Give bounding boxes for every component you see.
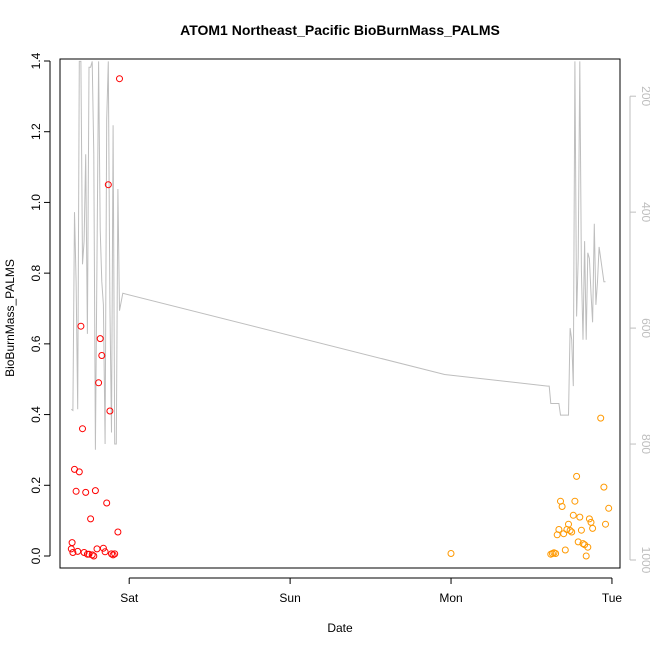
data-point-s1-23 [102,549,108,555]
points-layer [68,76,611,559]
x-tick-label-2: Sun [279,591,300,605]
data-point-s2-32 [606,505,612,511]
data-point-s2-15 [569,529,575,535]
data-point-s1-24 [104,500,110,506]
y2-tick-label-4: 800 [639,434,650,454]
altitude-line [71,61,605,449]
data-point-s1-8 [78,323,84,329]
data-point-s2-29 [598,415,604,421]
x-axis-label: Date [327,621,353,635]
data-point-s1-1 [68,546,74,552]
y-tick-label-6: 1.0 [29,194,43,211]
y2-axis: 200 400 600 800 1000 [630,86,650,573]
data-point-s1-2 [69,540,75,546]
data-point-s2-9 [559,504,565,510]
y2-tick-label-2: 400 [639,202,650,222]
data-point-s1-22 [100,545,106,551]
x-tick-label-3: Mon [439,591,462,605]
y2-tick-label-3: 600 [639,318,650,338]
data-point-s2-26 [586,516,592,522]
chart-title: ATOM1 Northeast_Pacific BioBurnMass_PALM… [180,22,500,38]
y-tick-label-1: 0.0 [29,547,43,564]
y-tick-label-8: 1.4 [29,52,43,69]
data-point-s1-18 [94,546,100,552]
y-tick-label-2: 0.2 [29,477,43,494]
x-tick-label-4: Tue [602,591,623,605]
data-point-s2-28 [590,525,596,531]
data-point-s1-17 [92,488,98,494]
y2-tick-label-1: 200 [639,86,650,106]
y-axis: 0.0 0.2 0.4 0.6 0.8 1.0 1.2 1.4 [29,52,50,564]
data-point-s1-30 [115,529,121,535]
data-point-s1-7 [76,469,82,475]
data-point-s2-31 [603,521,609,527]
data-point-s2-21 [578,527,584,533]
altitude-line-layer [71,61,605,449]
data-point-s2-27 [588,519,594,525]
data-point-s1-20 [97,336,103,342]
data-point-s2-20 [577,514,583,520]
data-point-s2-1 [448,551,454,557]
data-point-s2-13 [566,521,572,527]
data-point-s1-11 [83,489,89,495]
plot-frame [60,59,620,568]
y-axis-label: BioBurnMass_PALMS [3,259,17,377]
y-tick-label-4: 0.6 [29,335,43,352]
y-tick-label-3: 0.4 [29,406,43,423]
data-point-s1-31 [117,76,123,82]
y-tick-label-5: 0.8 [29,264,43,281]
data-point-s1-19 [96,380,102,386]
data-point-s1-5 [73,488,79,494]
data-point-s2-24 [583,553,589,559]
data-point-s2-10 [561,531,567,537]
x-tick-label-1: Sat [120,591,139,605]
x-axis: Sat Sun Mon Tue [120,578,622,605]
data-point-s1-14 [88,516,94,522]
y2-tick-label-5: 1000 [639,547,650,574]
data-point-s2-16 [570,512,576,518]
data-point-s1-9 [80,426,86,432]
data-point-s2-18 [574,473,580,479]
data-point-s2-11 [562,547,568,553]
y-tick-label-7: 1.2 [29,123,43,140]
data-point-s2-30 [601,484,607,490]
data-point-s2-17 [572,498,578,504]
